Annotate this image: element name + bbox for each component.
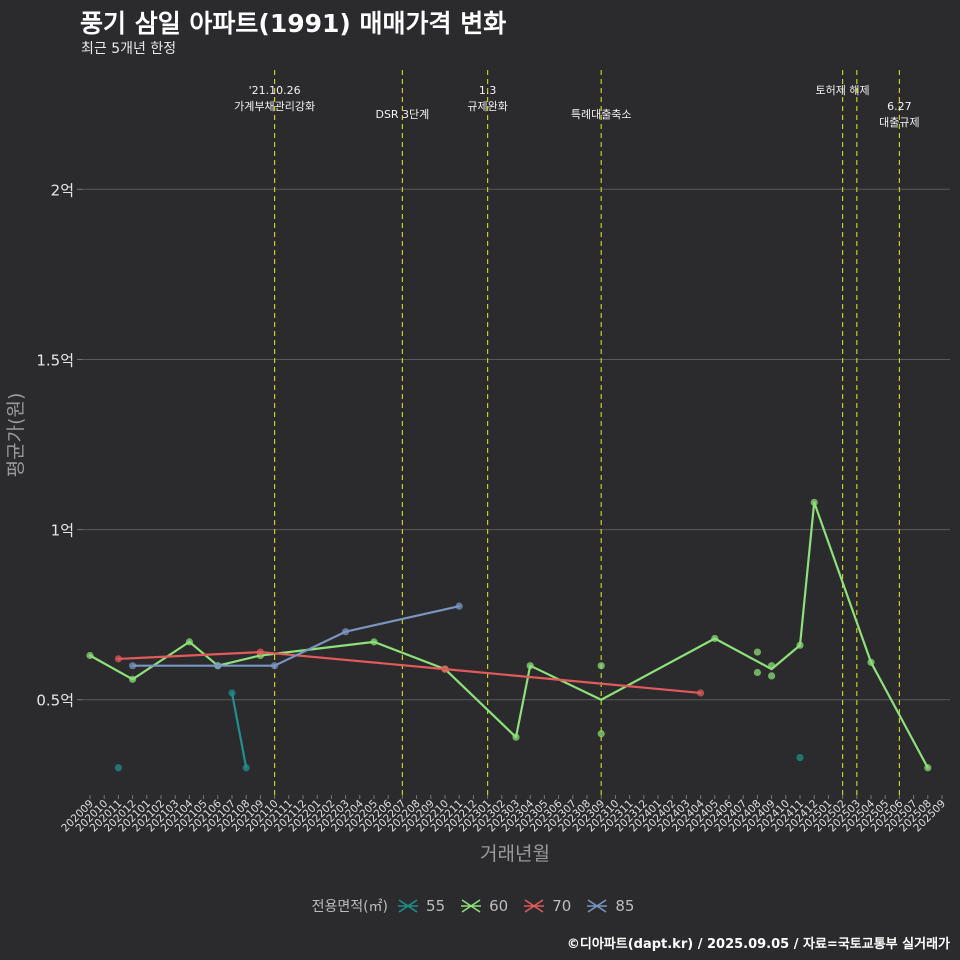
series-point-60	[867, 658, 875, 666]
series-point-60	[753, 648, 762, 656]
event-label: 특례대출축소	[571, 108, 632, 121]
y-tick-label: 1억	[51, 522, 74, 540]
event-label: 규제완화	[467, 100, 507, 113]
series-point-60	[185, 638, 193, 646]
series-point-60	[768, 662, 776, 670]
legend-key-icon	[587, 899, 608, 913]
series-point-60	[597, 662, 605, 670]
series-point-70	[256, 648, 264, 656]
series-point-70	[441, 665, 449, 673]
legend-label: 55	[426, 897, 446, 915]
series-point-55	[228, 689, 236, 697]
legend-key-icon	[524, 899, 545, 913]
legend-label: 85	[615, 897, 635, 915]
series-point-60	[512, 733, 520, 741]
series-point-55	[796, 753, 804, 762]
series-line-55	[230, 691, 248, 769]
legend-key-icon	[461, 899, 482, 913]
event-label: 대출규제	[879, 116, 919, 129]
series-point-60	[711, 634, 719, 643]
series-point-85	[342, 628, 350, 636]
series-point-60	[768, 672, 776, 680]
series-point-85	[129, 662, 137, 670]
event-label: 토허제 해제	[816, 83, 870, 97]
event-label: 가계부채관리강화	[234, 100, 315, 113]
y-tick-label: 2억	[51, 181, 74, 199]
grid-layer	[82, 188, 950, 701]
series-point-60	[796, 641, 804, 649]
legend-title: 전용면적(㎡)	[311, 899, 389, 915]
event-label: 6.27	[887, 100, 912, 113]
series-point-60	[753, 668, 762, 677]
x-axis-title: 거래년월	[480, 843, 550, 865]
series-point-70	[697, 689, 705, 697]
series-point-55	[114, 764, 122, 772]
series-point-85	[214, 662, 222, 670]
legend-label: 70	[552, 897, 572, 915]
legend-items: 55 60 70 85	[396, 896, 648, 916]
legend-item-85: 85	[585, 896, 634, 916]
legend-item-70: 70	[522, 896, 571, 916]
series-point-60	[597, 730, 605, 738]
series-point-60	[810, 498, 818, 506]
legend-item-55: 55	[396, 896, 445, 916]
source-caption: ©디아파트(dapt.kr) / 2025.09.05 / 자료=국토교통부 실…	[566, 937, 950, 952]
series-point-85	[455, 602, 463, 610]
event-label: 1.3	[479, 84, 497, 97]
series-point-60	[86, 651, 94, 660]
event-label: '21.10.26	[249, 84, 301, 97]
legend-item-60: 60	[459, 896, 508, 916]
chart-title: 풍기 삼일 아파트(1991) 매매가격 변화	[80, 9, 507, 38]
event-label: DSR 3단계	[375, 108, 429, 121]
series-layer	[86, 498, 932, 772]
legend-key-icon	[398, 899, 419, 913]
chart-subtitle: 최근 5개년 한정	[81, 41, 177, 57]
series-point-60	[924, 764, 932, 772]
y-axis-title: 평균가(원)	[5, 393, 27, 478]
series-point-70	[114, 655, 122, 663]
y-tick-label: 0.5억	[36, 692, 74, 710]
series-point-60	[526, 662, 534, 670]
axis-layer: 0.5억1억1.5억2억2020092020102020112020122021…	[36, 181, 948, 834]
series-point-60	[129, 675, 137, 683]
series-line-60	[88, 501, 929, 769]
legend-label: 60	[489, 897, 509, 915]
series-point-60	[370, 638, 378, 646]
y-tick-label: 1.5억	[36, 351, 74, 369]
legend: 전용면적(㎡) 55 60 70 85	[0, 896, 960, 916]
series-point-85	[271, 662, 279, 670]
series-line-70	[117, 650, 702, 695]
series-point-55	[242, 764, 250, 772]
